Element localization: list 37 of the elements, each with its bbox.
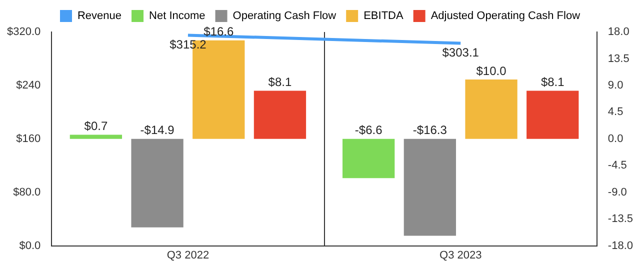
x-tick-label: Q3 2022 bbox=[166, 249, 210, 262]
y-tick-label: $160 bbox=[16, 132, 41, 145]
y2-tick-label: -9.0 bbox=[608, 186, 627, 198]
data-label: $303.1 bbox=[442, 46, 480, 60]
data-label: $0.7 bbox=[84, 119, 108, 134]
bar bbox=[131, 138, 184, 228]
y2-tick-label: 9.0 bbox=[608, 79, 624, 92]
data-label: $16.6 bbox=[204, 24, 234, 39]
y-tick-label: $80.0 bbox=[13, 186, 41, 198]
bar bbox=[254, 90, 306, 139]
y2-tick-label: 4.5 bbox=[608, 106, 624, 118]
data-label: $8.1 bbox=[268, 75, 292, 90]
legend-label: Operating Cash Flow bbox=[232, 10, 336, 22]
bar bbox=[465, 80, 518, 139]
x-tick-label: Q3 2023 bbox=[440, 249, 482, 262]
y2-tick-label: -13.5 bbox=[608, 213, 634, 226]
legend-label: Net Income bbox=[149, 10, 206, 22]
bar bbox=[404, 138, 456, 236]
data-label: -$14.9 bbox=[140, 123, 175, 138]
y-tick-label: $240 bbox=[16, 79, 41, 92]
bar bbox=[70, 134, 122, 139]
y2-tick-label: 13.5 bbox=[608, 52, 630, 65]
y2-tick-label: 18.0 bbox=[608, 26, 630, 38]
legend-label: Revenue bbox=[77, 10, 122, 22]
data-label: $8.1 bbox=[540, 75, 565, 90]
y-tick-label: $320.0 bbox=[6, 26, 41, 38]
data-label: -$16.3 bbox=[412, 123, 448, 138]
y2-tick-label: -4.5 bbox=[608, 160, 627, 172]
y2-tick-label: -18.0 bbox=[608, 240, 634, 252]
bar bbox=[526, 90, 579, 139]
y2-tick-label: 0.0 bbox=[608, 132, 624, 145]
data-label: -$6.6 bbox=[354, 123, 383, 138]
y-tick-label: $0.0 bbox=[19, 240, 41, 252]
data-label: $10.0 bbox=[476, 64, 507, 78]
bar bbox=[342, 138, 395, 178]
legend-label: EBITDA bbox=[364, 10, 404, 22]
legend-label: Adjusted Operating Cash Flow bbox=[430, 10, 580, 22]
